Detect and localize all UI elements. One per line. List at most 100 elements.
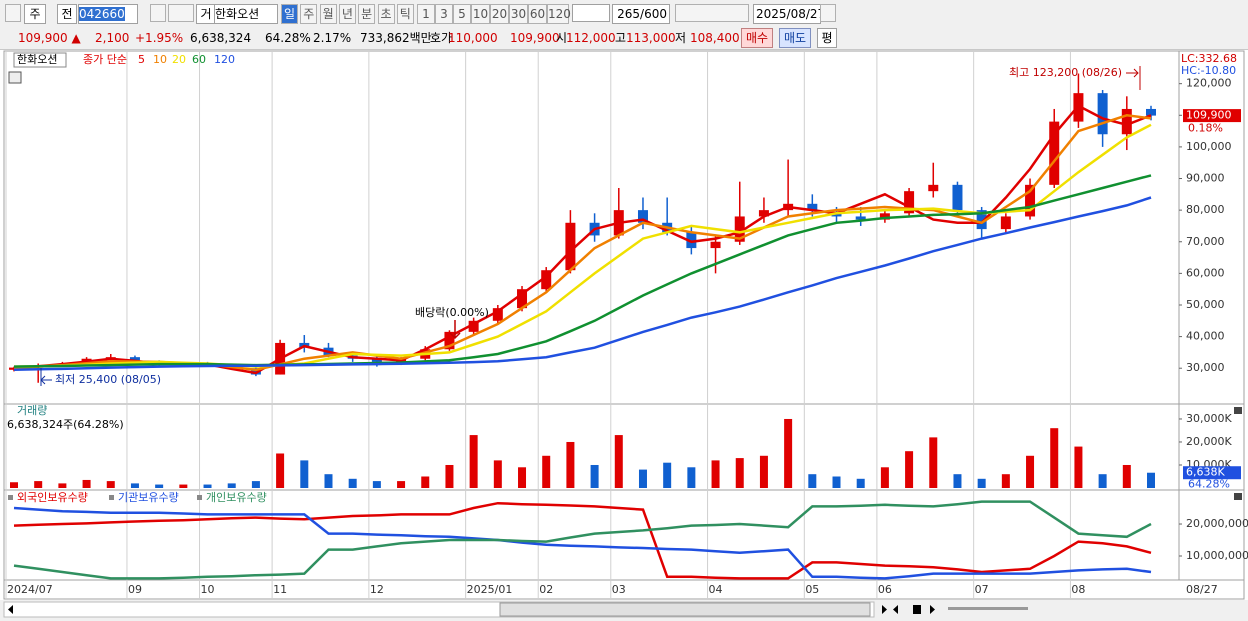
ask-label: 호가 xyxy=(430,31,453,45)
volume-bar xyxy=(421,476,430,488)
y-tick-label: 30,000K xyxy=(1186,412,1232,425)
ma-label: 종가 단순 xyxy=(83,53,127,66)
interval-button[interactable]: 30 xyxy=(509,4,528,24)
candle-body xyxy=(1097,93,1108,135)
period-button[interactable]: 틱 xyxy=(396,4,414,24)
volume-bar xyxy=(203,484,212,488)
volume-bar xyxy=(251,481,260,488)
candle-body xyxy=(879,213,890,220)
panel-close xyxy=(1234,407,1242,414)
y-tick-label: 20,000,000 xyxy=(1186,517,1248,530)
interval-button[interactable]: 5 xyxy=(453,4,471,24)
sell-button[interactable]: 매도 xyxy=(779,28,811,48)
interval-button[interactable]: 1 xyxy=(417,4,435,24)
volume-bar xyxy=(130,483,139,488)
stock-name: 한화오션 xyxy=(214,4,278,24)
turnover: 2.17% xyxy=(313,31,352,45)
low: 108,400 xyxy=(690,31,740,45)
tool-icons[interactable] xyxy=(675,4,749,22)
volume-bar xyxy=(348,478,357,488)
sound-button[interactable] xyxy=(168,4,194,22)
period-button[interactable]: 일 xyxy=(281,4,298,24)
axis-frame xyxy=(1178,50,1245,405)
volume-bar xyxy=(590,464,599,488)
calendar-button[interactable] xyxy=(820,4,836,22)
buy-button[interactable]: 매수 xyxy=(741,28,773,48)
volume-bar xyxy=(300,460,309,488)
volume-bar xyxy=(1050,428,1059,488)
low-label: 저 xyxy=(675,31,687,45)
axis-frame xyxy=(1178,489,1245,581)
y-tick-label: 50,000 xyxy=(1186,298,1225,311)
legend-entry: 외국인보유수량 xyxy=(17,491,88,504)
holding-line xyxy=(13,500,1152,580)
volume-title: 거래량 xyxy=(17,404,47,417)
hc-label: HC:-10.80 xyxy=(1181,64,1236,77)
period-button[interactable]: 초 xyxy=(377,4,395,24)
candle-body xyxy=(855,216,866,220)
volume-bar xyxy=(759,455,768,488)
y-tick-label: 90,000 xyxy=(1186,172,1225,185)
holding-line xyxy=(13,506,1152,580)
market-select[interactable]: 주 xyxy=(24,4,46,24)
lc-label: LC:332.68 xyxy=(1181,52,1237,65)
volume-bar xyxy=(880,467,889,488)
period-button[interactable]: 분 xyxy=(358,4,376,24)
count[interactable]: 265/600 xyxy=(612,4,670,24)
legend-entry: 60 xyxy=(192,53,206,66)
prev-button[interactable]: 전 xyxy=(57,4,77,24)
moving-average-line xyxy=(13,196,1152,372)
volume-bar xyxy=(324,474,333,488)
volume-bar xyxy=(469,435,478,488)
legend-entry: 기관보유수량 xyxy=(118,491,179,504)
interval-button[interactable]: 20 xyxy=(490,4,509,24)
volume-bar xyxy=(638,469,647,488)
x-tick-label: 04 xyxy=(709,583,723,596)
menu-icon[interactable] xyxy=(5,4,21,22)
period-button[interactable]: 년 xyxy=(338,4,356,24)
candle-body xyxy=(565,222,576,271)
holding-line xyxy=(13,501,1152,580)
legend-marker xyxy=(197,495,202,500)
candle-body xyxy=(250,368,261,375)
chart-title: 한화오션 xyxy=(17,53,57,66)
interval-button[interactable]: 60 xyxy=(528,4,547,24)
open-label: 시 xyxy=(556,31,568,45)
x-tick-label: 05 xyxy=(805,583,819,596)
high-label: 고 xyxy=(615,31,627,45)
search-button[interactable] xyxy=(150,4,166,22)
interval-button[interactable]: 10 xyxy=(471,4,490,24)
code-input[interactable]: 042660 xyxy=(78,4,138,24)
volume-rate: 64.28% xyxy=(265,31,311,45)
x-tick-label: 2025/01 xyxy=(467,583,513,596)
x-tick-label: 07 xyxy=(975,583,989,596)
x-tick-label: 10 xyxy=(201,583,215,596)
moving-average-line xyxy=(13,174,1152,368)
volume-bar xyxy=(735,458,744,488)
volume-bar xyxy=(518,467,527,488)
change-tag: 0.18% xyxy=(1188,122,1223,135)
volume-bar xyxy=(542,455,551,488)
volume-subtitle: 6,638,324주(64.28%) xyxy=(7,418,124,431)
volume-bar xyxy=(1122,464,1131,488)
volume-bar xyxy=(566,441,575,488)
candle-body xyxy=(1049,121,1060,185)
period-button[interactable]: 월 xyxy=(319,4,337,24)
date-input[interactable]: 2025/08/27 xyxy=(753,4,825,24)
y-tick-label: 30,000 xyxy=(1186,361,1225,374)
volume-bar xyxy=(58,483,67,488)
volume-bar xyxy=(10,482,18,488)
period-button[interactable]: 주 xyxy=(300,4,318,24)
candle-body xyxy=(686,232,697,249)
volume-bar xyxy=(445,464,454,488)
candle-body xyxy=(904,191,915,214)
candle-body xyxy=(637,210,648,223)
interval-select[interactable] xyxy=(572,4,610,22)
interval-button[interactable]: 120 xyxy=(547,4,571,24)
type-button[interactable]: 거 xyxy=(196,4,216,24)
avg-button[interactable]: 평 xyxy=(817,28,837,48)
candle-body xyxy=(517,289,528,309)
interval-button[interactable]: 3 xyxy=(435,4,453,24)
